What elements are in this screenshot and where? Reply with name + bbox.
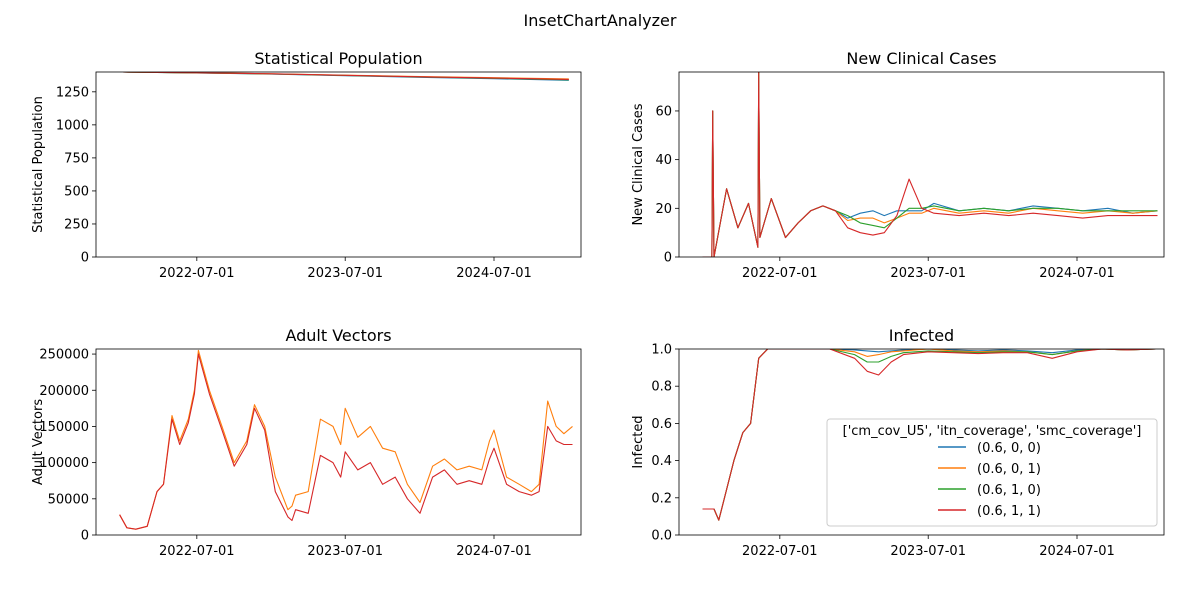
legend-item: (0.6, 1, 1) — [938, 504, 1041, 519]
y-tick-label: 0.8 — [651, 380, 672, 395]
y-tick-label: 0 — [81, 529, 89, 544]
series-line — [702, 72, 1158, 257]
y-tick-label: 1000 — [56, 118, 89, 133]
panel-0: Statistical Population 0 250 500 750 1000 1250… — [31, 49, 582, 281]
y-tick-label: 0.4 — [651, 454, 672, 469]
series-line — [702, 72, 1158, 257]
y-tick-label: 0.2 — [651, 491, 672, 506]
series-group — [123, 72, 569, 81]
series-line — [702, 72, 1158, 257]
y-tick-label: 50000 — [48, 492, 89, 507]
x-tick-label: 2022-07-01 — [159, 544, 235, 559]
panels: Statistical Population 0 250 500 750 1000 1250… — [31, 49, 1165, 559]
legend-item: (0.6, 1, 0) — [938, 483, 1041, 498]
y-tick-label: 40 — [655, 153, 672, 168]
legend-label: (0.6, 0, 0) — [977, 441, 1041, 456]
figure-title: InsetChartAnalyzer — [524, 11, 677, 30]
subplot-title: Infected — [889, 326, 954, 345]
subplot-title: Adult Vectors — [285, 326, 391, 345]
subplot-title: New Clinical Cases — [846, 49, 996, 68]
series-line — [119, 353, 573, 530]
x-tick-label: 2024-07-01 — [456, 544, 532, 559]
series-line — [123, 72, 569, 80]
panel-1: New Clinical Cases 0 20 40 60 2022-07-01 2023-… — [631, 49, 1165, 281]
y-tick-label: 1250 — [56, 85, 89, 100]
legend-title: ['cm_cov_U5', 'itn_coverage', 'smc_cover… — [843, 424, 1142, 439]
y-tick-label: 20 — [655, 202, 672, 217]
y-tick-label: 0 — [664, 251, 672, 266]
y-tick-label: 60 — [655, 104, 672, 119]
x-tick-label: 2022-07-01 — [742, 544, 818, 559]
legend-box — [826, 418, 1158, 527]
legend-item: (0.6, 0, 0) — [938, 441, 1041, 456]
series-group — [119, 349, 573, 530]
y-axis-label: Statistical Population — [31, 96, 46, 233]
x-tick-label: 2022-07-01 — [742, 266, 818, 281]
axes-frame — [95, 71, 582, 258]
series-line — [702, 72, 1158, 257]
y-tick-label: 1.0 — [651, 343, 672, 358]
legend-label: (0.6, 0, 1) — [977, 462, 1041, 477]
y-axis-label: Infected — [631, 415, 646, 468]
axes-frame — [678, 348, 1165, 536]
legend-item: (0.6, 0, 1) — [938, 462, 1041, 477]
x-tick-label: 2023-07-01 — [307, 266, 383, 281]
y-tick-label: 150000 — [39, 420, 89, 435]
axes-frame — [678, 71, 1165, 258]
x-tick-label: 2023-07-01 — [307, 544, 383, 559]
y-tick-label: 0.0 — [651, 529, 672, 544]
axes-frame — [95, 348, 582, 536]
x-tick-label: 2022-07-01 — [159, 266, 235, 281]
x-tick-label: 2023-07-01 — [890, 266, 966, 281]
y-axis-label: New Clinical Cases — [631, 103, 646, 225]
legend: ['cm_cov_U5', 'itn_coverage', 'smc_cover… — [826, 418, 1158, 527]
x-tick-label: 2024-07-01 — [456, 266, 532, 281]
panel-2: Adult Vectors 0 50000 100000 150000 200000 250… — [31, 326, 582, 559]
y-tick-label: 100000 — [39, 456, 89, 471]
x-tick-label: 2023-07-01 — [890, 544, 966, 559]
y-tick-label: 0 — [81, 251, 89, 266]
y-tick-label: 250000 — [39, 348, 89, 363]
series-line — [702, 349, 1156, 521]
series-group — [702, 72, 1158, 257]
y-tick-label: 0.6 — [651, 417, 672, 432]
series-group — [702, 349, 1156, 521]
legend-label: (0.6, 1, 1) — [977, 504, 1041, 519]
x-tick-label: 2024-07-01 — [1039, 266, 1115, 281]
subplot-title: Statistical Population — [254, 49, 422, 68]
y-tick-label: 250 — [64, 217, 89, 232]
series-line — [119, 349, 573, 530]
y-tick-label: 200000 — [39, 384, 89, 399]
panel-3: Infected 0.0 0.2 0.4 0.6 0.8 1.0 2022-07-01 2023… — [631, 326, 1165, 559]
legend-label: (0.6, 1, 0) — [977, 483, 1041, 498]
x-tick-label: 2024-07-01 — [1039, 544, 1115, 559]
y-tick-label: 750 — [64, 151, 89, 166]
y-tick-label: 500 — [64, 184, 89, 199]
y-axis-label: Adult Vectors — [31, 399, 46, 485]
